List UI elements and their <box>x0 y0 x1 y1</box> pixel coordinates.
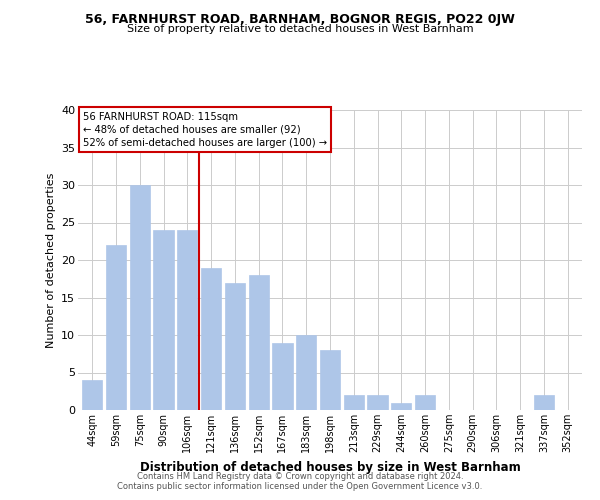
Text: Contains public sector information licensed under the Open Government Licence v3: Contains public sector information licen… <box>118 482 482 491</box>
Text: 56 FARNHURST ROAD: 115sqm
← 48% of detached houses are smaller (92)
52% of semi-: 56 FARNHURST ROAD: 115sqm ← 48% of detac… <box>83 112 327 148</box>
Bar <box>130 185 150 410</box>
Bar <box>82 380 103 410</box>
Bar <box>534 395 554 410</box>
Bar <box>225 282 245 410</box>
Text: Contains HM Land Registry data © Crown copyright and database right 2024.: Contains HM Land Registry data © Crown c… <box>137 472 463 481</box>
Bar <box>248 275 269 410</box>
Bar <box>154 230 173 410</box>
Bar <box>391 402 412 410</box>
Text: 56, FARNHURST ROAD, BARNHAM, BOGNOR REGIS, PO22 0JW: 56, FARNHURST ROAD, BARNHAM, BOGNOR REGI… <box>85 12 515 26</box>
Bar <box>415 395 435 410</box>
Bar <box>344 395 364 410</box>
Bar <box>201 268 221 410</box>
Bar <box>320 350 340 410</box>
Bar <box>296 335 316 410</box>
Text: Size of property relative to detached houses in West Barnham: Size of property relative to detached ho… <box>127 24 473 34</box>
X-axis label: Distribution of detached houses by size in West Barnham: Distribution of detached houses by size … <box>140 460 520 473</box>
Y-axis label: Number of detached properties: Number of detached properties <box>46 172 56 348</box>
Bar <box>272 342 293 410</box>
Bar <box>106 245 126 410</box>
Bar <box>177 230 197 410</box>
Bar <box>367 395 388 410</box>
